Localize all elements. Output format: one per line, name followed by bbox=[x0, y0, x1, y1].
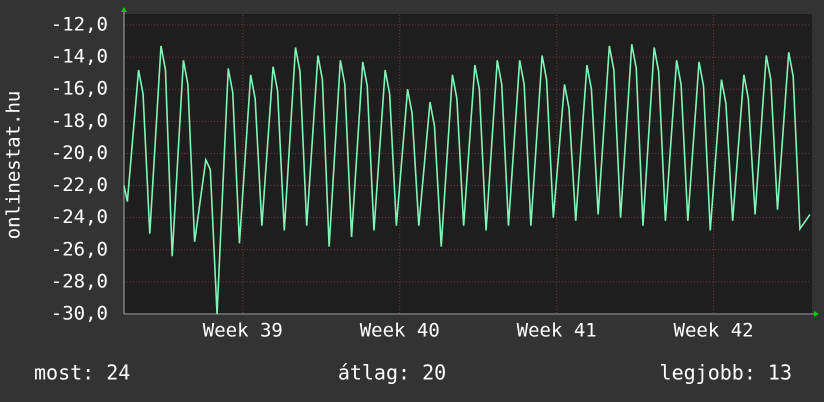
y-tick-label: -28,0 bbox=[51, 270, 108, 292]
footer-average: átlag: 20 bbox=[338, 361, 446, 385]
footer-current: most: 24 bbox=[34, 361, 130, 385]
axis-arrow bbox=[814, 311, 819, 317]
y-tick-label: -18,0 bbox=[51, 110, 108, 132]
y-tick-label: -22,0 bbox=[51, 174, 108, 196]
x-tick-label: Week 41 bbox=[517, 320, 597, 342]
x-tick-label: Week 40 bbox=[360, 320, 440, 342]
x-tick-label: Week 42 bbox=[674, 320, 754, 342]
y-tick-label: -16,0 bbox=[51, 78, 108, 100]
x-tick-label: Week 39 bbox=[203, 320, 283, 342]
y-tick-label: -26,0 bbox=[51, 238, 108, 260]
y-tick-label: -20,0 bbox=[51, 142, 108, 164]
y-tick-label: -24,0 bbox=[51, 206, 108, 228]
y-axis-label: onlinestat.hu bbox=[3, 91, 25, 240]
y-tick-label: -30,0 bbox=[51, 303, 108, 325]
y-tick-label: -12,0 bbox=[51, 14, 108, 36]
footer-best: legjobb: 13 bbox=[660, 361, 792, 385]
data-line bbox=[123, 44, 811, 315]
axis-arrow bbox=[121, 7, 127, 12]
y-tick-label: -14,0 bbox=[51, 46, 108, 68]
